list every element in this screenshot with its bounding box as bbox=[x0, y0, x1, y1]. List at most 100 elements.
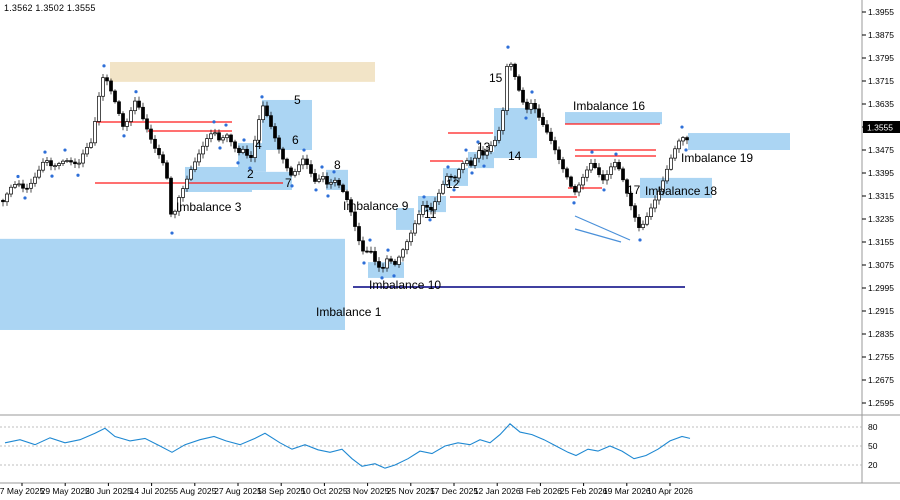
number-label-15[interactable]: 15 bbox=[489, 71, 503, 85]
candle-body bbox=[65, 160, 69, 162]
candle-body bbox=[645, 216, 649, 225]
candle-body bbox=[373, 251, 377, 262]
zone-label-imbalance-9[interactable]: Imbalance 9 bbox=[343, 199, 409, 213]
candle-body bbox=[593, 162, 597, 169]
swing-low-dot bbox=[428, 218, 432, 222]
price-axis-label: 1.2995 bbox=[868, 283, 894, 293]
supply-zone[interactable] bbox=[110, 62, 375, 82]
candle-body bbox=[405, 241, 409, 251]
candle-body bbox=[561, 159, 565, 170]
candle-body bbox=[409, 232, 413, 243]
swing-high-dot bbox=[680, 125, 684, 129]
candle-body bbox=[441, 183, 445, 194]
candle-body bbox=[121, 113, 125, 127]
candle-body bbox=[197, 153, 201, 163]
candle-body bbox=[549, 131, 553, 141]
candle-body bbox=[481, 150, 485, 156]
candle-body bbox=[565, 168, 569, 178]
price-axis[interactable]: 1.3955 1.3875 1.3795 1.3715 1.3635 1.3555 1.34… bbox=[862, 7, 894, 408]
zone-label-imbalance-3[interactable]: Imbalance 3 bbox=[176, 200, 242, 214]
date-axis-label: 10 Oct 2025 bbox=[301, 486, 348, 496]
zone-label-imbalance-10[interactable]: Imbalance 10 bbox=[369, 278, 441, 292]
swing-high-dot bbox=[212, 120, 216, 124]
number-label-12[interactable]: 12 bbox=[446, 177, 460, 191]
candles-layer bbox=[1, 62, 689, 273]
swing-high-dot bbox=[530, 90, 534, 94]
date-axis-label: 3 Feb 2026 bbox=[519, 486, 562, 496]
candle-body bbox=[97, 95, 101, 122]
candle-body bbox=[245, 148, 249, 156]
imbalance-1[interactable] bbox=[0, 238, 345, 330]
candle-body bbox=[401, 249, 405, 258]
oscillator-line bbox=[4, 423, 691, 469]
swing-low-dot bbox=[326, 194, 330, 198]
oscillator-pane[interactable]: 80 50 20 bbox=[0, 422, 878, 470]
red-level-lines bbox=[95, 121, 660, 198]
candle-body bbox=[685, 137, 689, 141]
candle-body bbox=[617, 162, 621, 170]
number-label-4[interactable]: 4 bbox=[255, 138, 262, 152]
zone-2-7[interactable] bbox=[238, 171, 292, 190]
swing-high-dot bbox=[614, 152, 618, 156]
number-label-6[interactable]: 6 bbox=[292, 133, 299, 147]
number-label-11[interactable]: 11 bbox=[424, 207, 437, 221]
zone-label-imbalance-1[interactable]: Imbalance 1 bbox=[316, 305, 382, 319]
candle-body bbox=[109, 80, 113, 92]
price-axis-label: 1.2755 bbox=[868, 352, 894, 362]
candle-body bbox=[581, 176, 585, 186]
swing-low-dot bbox=[218, 146, 222, 150]
price-axis-label: 1.3635 bbox=[868, 99, 894, 109]
candle-body bbox=[13, 184, 17, 188]
date-axis-label: 5 Aug 2025 bbox=[173, 486, 216, 496]
number-label-5[interactable]: 5 bbox=[294, 93, 301, 107]
candle-body bbox=[669, 157, 673, 170]
candle-body bbox=[345, 191, 349, 201]
number-label-14[interactable]: 14 bbox=[508, 149, 522, 163]
candle-body bbox=[629, 192, 633, 207]
price-axis-label: 1.2835 bbox=[868, 329, 894, 339]
price-axis-label: 1.2675 bbox=[868, 375, 894, 385]
number-label-17[interactable]: 17 bbox=[627, 183, 641, 197]
candle-body bbox=[129, 110, 133, 122]
swing-high-dot bbox=[134, 90, 138, 94]
candle-body bbox=[653, 199, 657, 209]
number-label-8[interactable]: 8 bbox=[334, 158, 341, 172]
candle-body bbox=[281, 148, 285, 160]
zone-labels: Imbalance 1 Imbalance 3 Imbalance 9 Imbalan… bbox=[176, 71, 753, 319]
candle-body bbox=[265, 105, 269, 116]
candle-body bbox=[241, 148, 245, 153]
candle-body bbox=[665, 168, 669, 182]
number-label-7[interactable]: 7 bbox=[285, 176, 292, 190]
zone-label-imbalance-18[interactable]: Imbalance 18 bbox=[645, 184, 717, 198]
swing-low-dot bbox=[452, 188, 456, 192]
zone-label-imbalance-16[interactable]: Imbalance 16 bbox=[573, 99, 645, 113]
imbalance-16[interactable] bbox=[565, 112, 662, 125]
candle-body bbox=[469, 160, 473, 166]
swing-low-dot bbox=[638, 238, 642, 242]
price-axis-label: 1.3315 bbox=[868, 191, 894, 201]
candle-body bbox=[225, 134, 229, 139]
candle-body bbox=[449, 175, 453, 178]
price-axis-label: 1.2915 bbox=[868, 306, 894, 316]
imbalance-9[interactable] bbox=[396, 208, 414, 230]
candle-body bbox=[161, 154, 165, 164]
swing-low-dot bbox=[76, 173, 80, 177]
number-label-2[interactable]: 2 bbox=[247, 167, 254, 181]
candle-body bbox=[5, 193, 9, 203]
candle-body bbox=[525, 101, 529, 110]
trend-wedge[interactable] bbox=[574, 215, 631, 243]
candle-body bbox=[557, 149, 561, 160]
swing-high-dot bbox=[224, 123, 228, 127]
candle-body bbox=[285, 158, 289, 169]
candle-body bbox=[537, 108, 541, 118]
zone-label-imbalance-19[interactable]: Imbalance 19 bbox=[681, 151, 753, 165]
imbalance-19[interactable] bbox=[688, 133, 790, 150]
candle-body bbox=[317, 178, 321, 182]
swing-high-dot bbox=[386, 248, 390, 252]
candle-body bbox=[529, 102, 533, 110]
number-label-13[interactable]: 13 bbox=[477, 140, 491, 154]
date-axis-label: 3 Nov 2025 bbox=[346, 486, 390, 496]
